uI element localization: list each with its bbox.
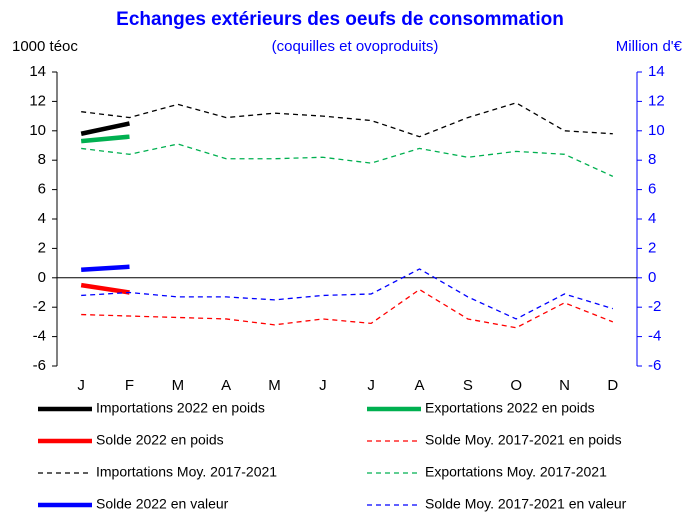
series-line [81,264,130,272]
x-tick-label: D [607,377,618,394]
x-tick-label: A [221,377,231,394]
legend-label: Solde 2022 en poids [96,432,224,448]
series-line [81,143,614,177]
x-tick-label: O [510,377,522,394]
y2-tick-label: 8 [648,151,656,168]
y-tick-label: -4 [33,328,46,345]
x-tick-label: J [77,377,85,394]
series-line [81,268,614,320]
legend-label: Importations Moy. 2017-2021 [96,464,277,480]
x-tick-label: J [319,377,327,394]
legend-label: Solde 2022 en valeur [96,496,229,512]
y2-tick-label: 10 [648,122,665,139]
y2-axis-label: Million d'€ [616,38,683,55]
x-tick-label: A [414,377,424,394]
y-tick-label: 2 [38,239,46,256]
y2-tick-label: 12 [648,92,665,109]
x-tick-label: N [559,377,570,394]
x-tick-label: M [268,377,281,394]
chart-title: Echanges extérieurs des oeufs de consomm… [116,9,564,30]
y2-tick-label: 4 [648,210,656,227]
y-tick-label: 10 [29,122,46,139]
x-tick-label: M [172,377,185,394]
x-tick-label: S [463,377,473,394]
y2-tick-label: 14 [648,63,665,80]
y-tick-label: 6 [38,181,46,198]
legend-label: Solde Moy. 2017-2021 en poids [425,432,622,448]
y-axis-label: 1000 téoc [12,38,78,55]
x-tick-label: J [367,377,375,394]
y2-tick-label: -6 [648,357,661,374]
y2-tick-label: 6 [648,181,656,198]
chart-subtitle: (coquilles et ovoproduits) [272,38,439,55]
y-tick-label: 4 [38,210,46,227]
legend-label: Exportations 2022 en poids [425,400,595,416]
y-tick-label: 8 [38,151,46,168]
y-tick-label: -6 [33,357,46,374]
legend-label: Exportations Moy. 2017-2021 [425,464,607,480]
y-tick-label: 0 [38,269,46,286]
y2-tick-label: 0 [648,269,656,286]
y-tick-label: 12 [29,92,46,109]
x-tick-label: F [125,377,134,394]
y-tick-label: 14 [29,63,46,80]
series-line [80,134,130,144]
y-tick-label: -2 [33,298,46,315]
series-line [81,102,613,138]
y2-tick-label: 2 [648,239,656,256]
y2-tick-label: -4 [648,328,661,345]
legend-label: Solde Moy. 2017-2021 en valeur [425,496,627,512]
series-line [81,288,614,329]
series-line [80,121,130,136]
series-line [80,282,130,295]
legend-label: Importations 2022 en poids [96,400,265,416]
y2-tick-label: -2 [648,298,661,315]
